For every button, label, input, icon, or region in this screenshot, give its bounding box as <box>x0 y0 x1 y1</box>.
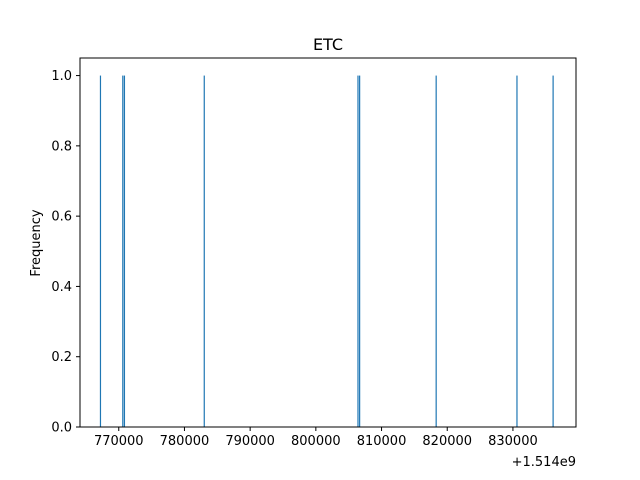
histogram-bar-0 <box>99 75 102 427</box>
x-tick-label-4: 810000 <box>357 434 407 449</box>
x-tick-label-3: 800000 <box>291 434 341 449</box>
y-tick-label-0: 0.0 <box>51 421 72 436</box>
histogram-bar-8 <box>552 75 554 427</box>
histogram-bar-1 <box>122 75 124 427</box>
plot-frame <box>79 57 577 428</box>
x-axis-offset-label: +1.514e9 <box>512 455 576 470</box>
chart-title: ETC <box>313 35 343 54</box>
y-tick-label-2: 0.4 <box>51 280 72 295</box>
histogram-bar-2 <box>123 75 126 427</box>
bars-group <box>99 75 554 427</box>
histogram-bar-4 <box>357 75 359 427</box>
y-axis: 0.0 0.2 0.4 0.6 0.8 1.0 <box>51 69 80 436</box>
x-tick-label-5: 820000 <box>422 434 472 449</box>
y-tick-label-5: 1.0 <box>51 69 72 84</box>
histogram-bar-6 <box>435 75 437 427</box>
x-axis: 770000 780000 790000 800000 810000 820000 8300… <box>94 427 538 449</box>
y-tick-label-1: 0.2 <box>51 350 72 365</box>
y-tick-label-4: 0.8 <box>51 139 72 154</box>
histogram-bar-3 <box>203 75 205 427</box>
y-tick-label-3: 0.6 <box>51 210 72 225</box>
x-tick-label-0: 770000 <box>94 434 144 449</box>
x-tick-label-6: 830000 <box>488 434 538 449</box>
histogram-bar-7 <box>516 75 518 427</box>
x-tick-label-2: 790000 <box>225 434 275 449</box>
histogram-bar-5 <box>359 75 361 427</box>
y-axis-label: Frequency <box>29 209 44 276</box>
x-tick-label-1: 780000 <box>160 434 210 449</box>
